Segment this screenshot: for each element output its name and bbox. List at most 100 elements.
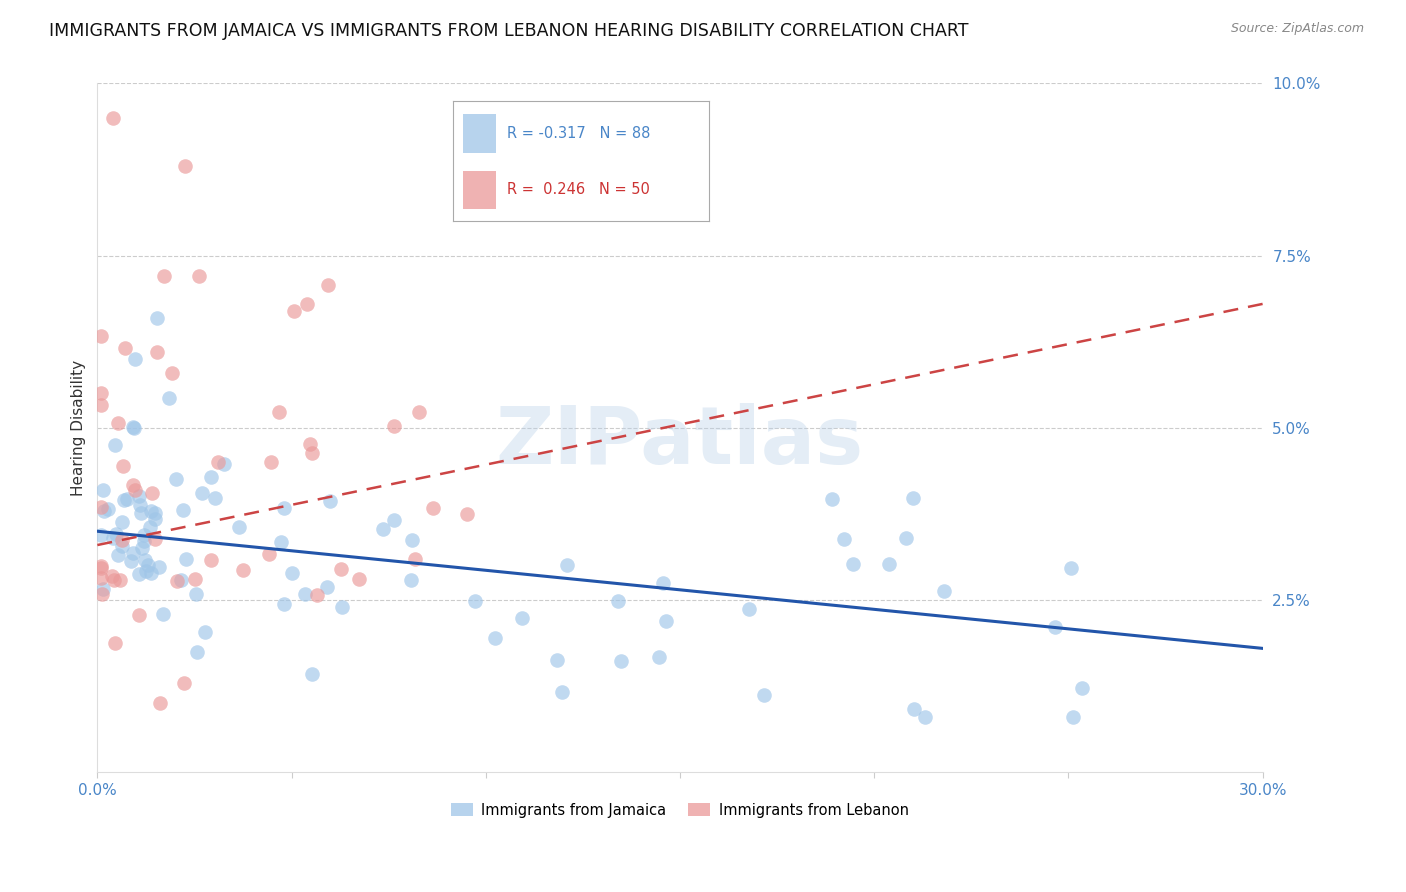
- Point: [136, 558, 159, 572]
- Point: [184, 572, 207, 586]
- Point: [114, 341, 136, 355]
- Point: [1062, 710, 1084, 724]
- Point: [404, 552, 426, 566]
- Point: [832, 532, 855, 546]
- Point: [752, 688, 775, 702]
- Point: [647, 650, 669, 665]
- Point: [129, 506, 152, 520]
- Point: [228, 520, 250, 534]
- Point: [382, 513, 405, 527]
- Point: [104, 437, 127, 451]
- Point: [122, 421, 145, 435]
- Point: [93, 504, 115, 518]
- Point: [207, 455, 229, 469]
- Point: [232, 563, 254, 577]
- Point: [128, 489, 150, 503]
- Point: [401, 533, 423, 547]
- Point: [160, 366, 183, 380]
- Point: [204, 491, 226, 505]
- Point: [91, 483, 114, 498]
- Point: [143, 532, 166, 546]
- Point: [842, 557, 865, 571]
- Point: [90, 558, 112, 573]
- Point: [134, 527, 156, 541]
- Point: [128, 566, 150, 581]
- Point: [879, 557, 901, 571]
- Point: [901, 491, 924, 505]
- Point: [294, 587, 316, 601]
- Point: [115, 492, 138, 507]
- Point: [172, 502, 194, 516]
- Point: [90, 570, 112, 584]
- Point: [122, 419, 145, 434]
- Point: [132, 533, 155, 548]
- Point: [104, 636, 127, 650]
- Point: [301, 666, 323, 681]
- Point: [1060, 561, 1083, 575]
- Point: [422, 501, 444, 516]
- Point: [401, 574, 423, 588]
- Point: [510, 611, 533, 625]
- Point: [267, 405, 290, 419]
- Point: [914, 710, 936, 724]
- Point: [273, 501, 295, 516]
- Point: [270, 534, 292, 549]
- Point: [90, 386, 112, 401]
- Point: [105, 527, 128, 541]
- Point: [301, 445, 323, 459]
- Point: [128, 607, 150, 622]
- Point: [610, 654, 633, 668]
- Point: [173, 676, 195, 690]
- Point: [212, 457, 235, 471]
- Point: [112, 492, 135, 507]
- Point: [298, 437, 321, 451]
- Point: [141, 485, 163, 500]
- Point: [165, 472, 187, 486]
- Point: [131, 541, 153, 555]
- Point: [112, 459, 135, 474]
- Point: [91, 587, 114, 601]
- Point: [135, 565, 157, 579]
- Point: [319, 493, 342, 508]
- Point: [111, 539, 134, 553]
- Point: [281, 566, 304, 581]
- Point: [124, 483, 146, 498]
- Point: [107, 416, 129, 430]
- Point: [273, 597, 295, 611]
- Point: [200, 470, 222, 484]
- Text: IMMIGRANTS FROM JAMAICA VS IMMIGRANTS FROM LEBANON HEARING DISABILITY CORRELATIO: IMMIGRANTS FROM JAMAICA VS IMMIGRANTS FR…: [49, 22, 969, 40]
- Point: [149, 697, 172, 711]
- Text: ZIPatlas: ZIPatlas: [496, 402, 865, 481]
- Point: [464, 594, 486, 608]
- Point: [738, 601, 761, 615]
- Point: [90, 561, 112, 575]
- Point: [166, 574, 188, 589]
- Point: [90, 500, 112, 514]
- Legend: Immigrants from Jamaica, Immigrants from Lebanon: Immigrants from Jamaica, Immigrants from…: [446, 797, 915, 823]
- Point: [307, 589, 329, 603]
- Point: [186, 644, 208, 658]
- Point: [174, 159, 197, 173]
- Point: [551, 684, 574, 698]
- Point: [295, 297, 318, 311]
- Point: [330, 562, 353, 576]
- Point: [107, 548, 129, 562]
- Point: [655, 615, 678, 629]
- Point: [148, 559, 170, 574]
- Point: [152, 607, 174, 622]
- Point: [157, 392, 180, 406]
- Point: [124, 351, 146, 366]
- Point: [1071, 681, 1094, 695]
- Point: [101, 531, 124, 545]
- Point: [318, 278, 340, 293]
- Point: [651, 575, 673, 590]
- Point: [546, 653, 568, 667]
- Point: [97, 502, 120, 516]
- Point: [283, 303, 305, 318]
- Point: [141, 504, 163, 518]
- Point: [111, 533, 134, 548]
- Point: [194, 624, 217, 639]
- Point: [111, 516, 134, 530]
- Point: [555, 558, 578, 573]
- Y-axis label: Hearing Disability: Hearing Disability: [72, 359, 86, 496]
